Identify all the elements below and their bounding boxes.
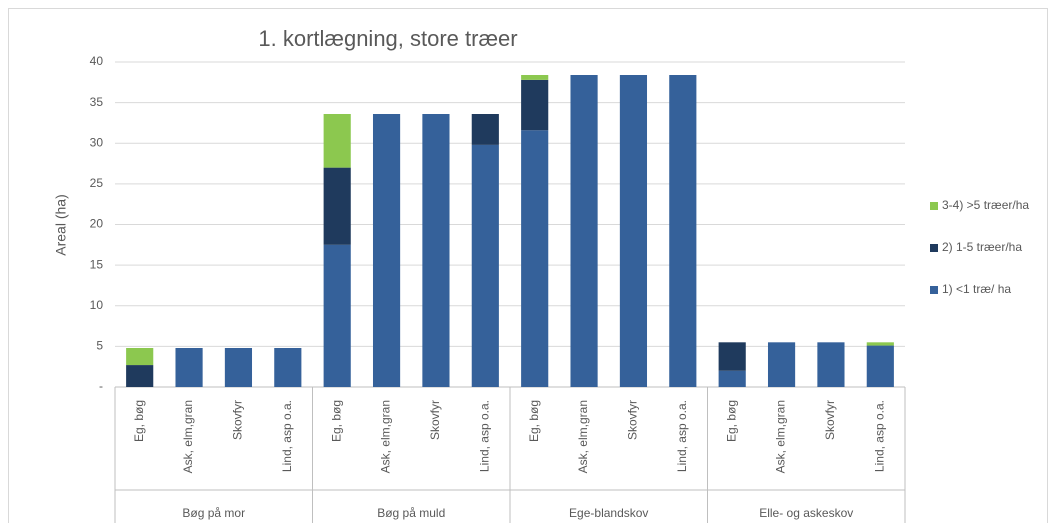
x-tick-label: Lind, asp o.a.	[872, 400, 886, 472]
group-label: Bøg på muld	[377, 506, 445, 520]
chart-title: 1. kortlægning, store træer	[258, 26, 517, 51]
bar-segment	[521, 75, 549, 80]
x-tick-label: Skovfyr	[428, 400, 442, 440]
bar-segment	[224, 348, 253, 387]
bar-segment	[471, 144, 499, 387]
x-tick-label: Lind, asp o.a.	[477, 400, 491, 472]
group-label: Bøg på mor	[182, 506, 245, 520]
x-tick-label: Eg, bøg	[527, 400, 541, 442]
y-axis-label: Areal (ha)	[53, 194, 69, 255]
group-label: Elle- og askeskov	[759, 506, 853, 520]
bar-segment	[570, 75, 598, 387]
x-tick-label: Ask, elm,gran	[576, 400, 590, 473]
y-tick-label: 40	[90, 54, 104, 68]
bar-segment	[521, 130, 549, 387]
legend-label: 2) 1-5 træer/ha	[942, 240, 1022, 254]
bar-segment	[718, 342, 746, 371]
bar-segment	[126, 348, 154, 366]
bar-segment	[669, 75, 697, 387]
y-tick-label: 10	[90, 298, 104, 312]
bar-segment	[323, 244, 351, 387]
bar-segment	[521, 79, 549, 131]
legend-label: 3-4) >5 træer/ha	[942, 198, 1029, 212]
x-tick-label: Lind, asp o.a.	[675, 400, 689, 472]
group-label: Ege-blandskov	[569, 506, 648, 520]
y-tick-label: 30	[90, 135, 104, 149]
y-tick-label: 20	[90, 217, 104, 231]
bar-segment	[175, 348, 203, 387]
x-tick-label: Lind, asp o.a.	[280, 400, 294, 472]
y-tick-label: 5	[96, 339, 103, 353]
y-tick-label: 35	[90, 95, 104, 109]
bar-segment	[274, 348, 302, 387]
bar-segment	[422, 114, 450, 387]
x-tick-label: Skovfyr	[231, 400, 245, 440]
x-tick-label: Ask, elm,gran	[774, 400, 788, 473]
x-tick-label: Skovfyr	[823, 400, 837, 440]
bar-segment	[817, 342, 845, 387]
bar-segment	[619, 75, 648, 387]
bar-segment	[372, 114, 401, 387]
legend-swatch	[930, 286, 938, 294]
x-tick-label: Eg, bøg	[724, 400, 738, 442]
bar-segment	[323, 114, 351, 168]
legend-swatch	[930, 244, 938, 252]
y-tick-label: 15	[90, 257, 104, 271]
bar-segment	[866, 345, 894, 387]
bar-segment	[323, 167, 351, 245]
y-tick-label: -	[99, 379, 103, 393]
bar-segment	[471, 114, 499, 145]
bar-segment	[767, 342, 796, 387]
x-tick-label: Ask, elm,gran	[379, 400, 393, 473]
x-tick-label: Ask, elm,gran	[181, 400, 195, 473]
legend-label: 1) <1 træ/ ha	[942, 282, 1011, 296]
x-tick-label: Skovfyr	[626, 400, 640, 440]
bar-segment	[866, 342, 894, 346]
x-tick-label: Eg, bøg	[132, 400, 146, 442]
y-tick-label: 25	[90, 176, 104, 190]
x-tick-label: Eg, bøg	[329, 400, 343, 442]
bar-segment	[718, 370, 746, 387]
legend-swatch	[930, 202, 938, 210]
bar-segment	[126, 365, 154, 387]
